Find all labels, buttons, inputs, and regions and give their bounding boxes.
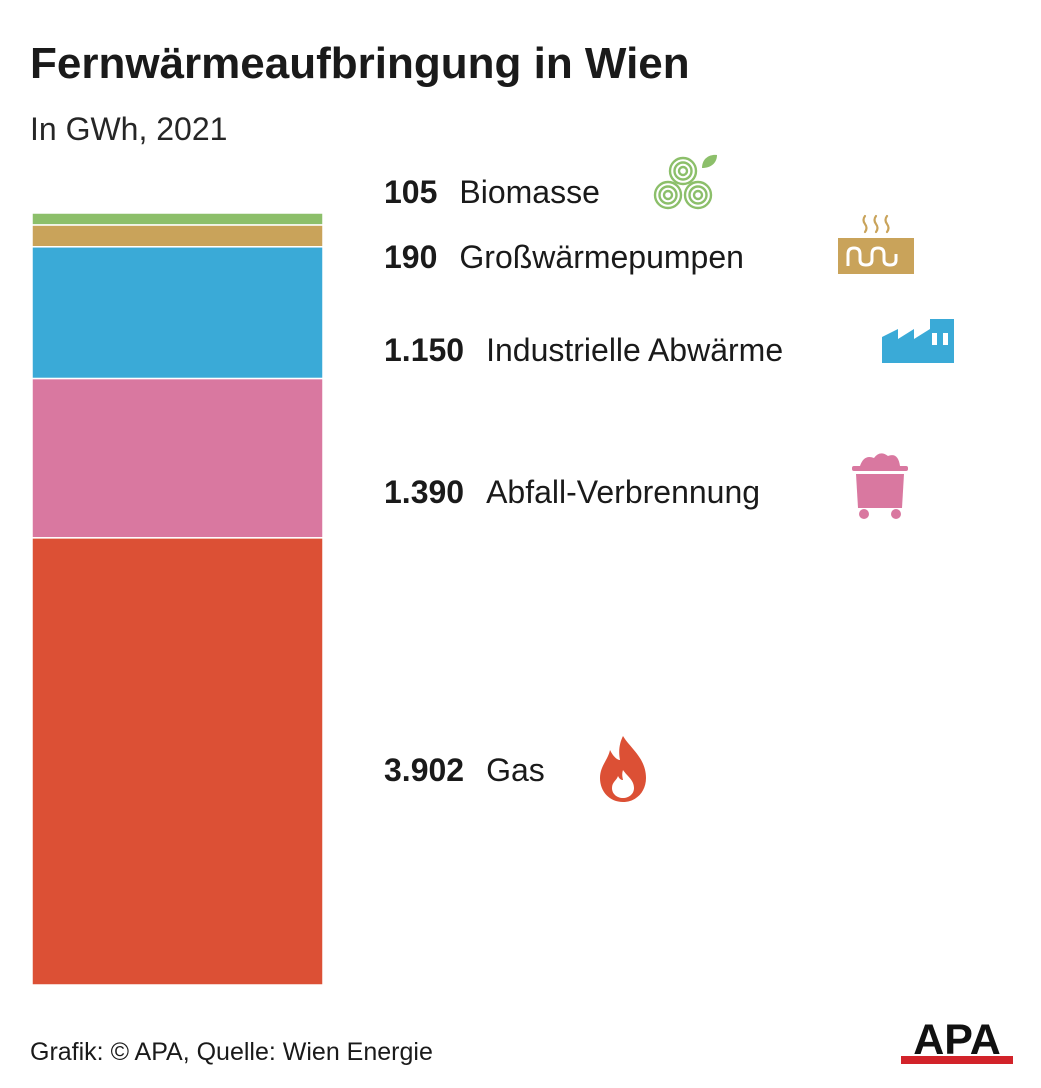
bar-segment-industrielle-abw-rme <box>31 246 324 380</box>
series-name: Großwärmepumpen <box>459 239 744 275</box>
value-label: 105 <box>384 174 438 210</box>
value-label: 3.902 <box>384 752 465 788</box>
bar-segment-abfall-verbrennung <box>31 377 324 539</box>
waste-container-icon <box>852 453 908 519</box>
label-abfall-verbrennung: 1.390 Abfall-Verbrennung <box>384 462 760 522</box>
label-grosswaermepumpen: 190 Großwärmepumpen <box>384 227 744 287</box>
flame-icon <box>600 736 646 802</box>
factory-icon <box>882 314 954 363</box>
value-label: 1.390 <box>384 474 465 510</box>
bar-segment-gas <box>31 537 324 986</box>
label-biomasse: 105 Biomasse <box>384 162 600 222</box>
series-name: Abfall-Verbrennung <box>486 474 761 510</box>
chart-title: Fernwärmeaufbringung in Wien <box>30 39 690 88</box>
series-name: Gas <box>486 752 545 788</box>
heat-pump-icon <box>838 214 914 274</box>
wood-logs-icon <box>653 154 717 210</box>
bar-segment-gro-w-rmepumpen <box>31 224 324 248</box>
series-name: Biomasse <box>459 174 600 210</box>
source-footer: Grafik: © APA, Quelle: Wien Energie <box>30 1038 433 1066</box>
value-label: 190 <box>384 239 438 275</box>
series-name: Industrielle Abwärme <box>486 332 784 368</box>
apa-logo: APA <box>901 1016 1013 1064</box>
label-industrielle-abwaerme: 1.150 Industrielle Abwärme <box>384 320 783 380</box>
bar-segment-biomasse <box>31 212 324 226</box>
value-label: 1.150 <box>384 332 465 368</box>
chart-subtitle: In GWh, 2021 <box>30 111 228 147</box>
label-gas: 3.902 Gas <box>384 740 545 800</box>
